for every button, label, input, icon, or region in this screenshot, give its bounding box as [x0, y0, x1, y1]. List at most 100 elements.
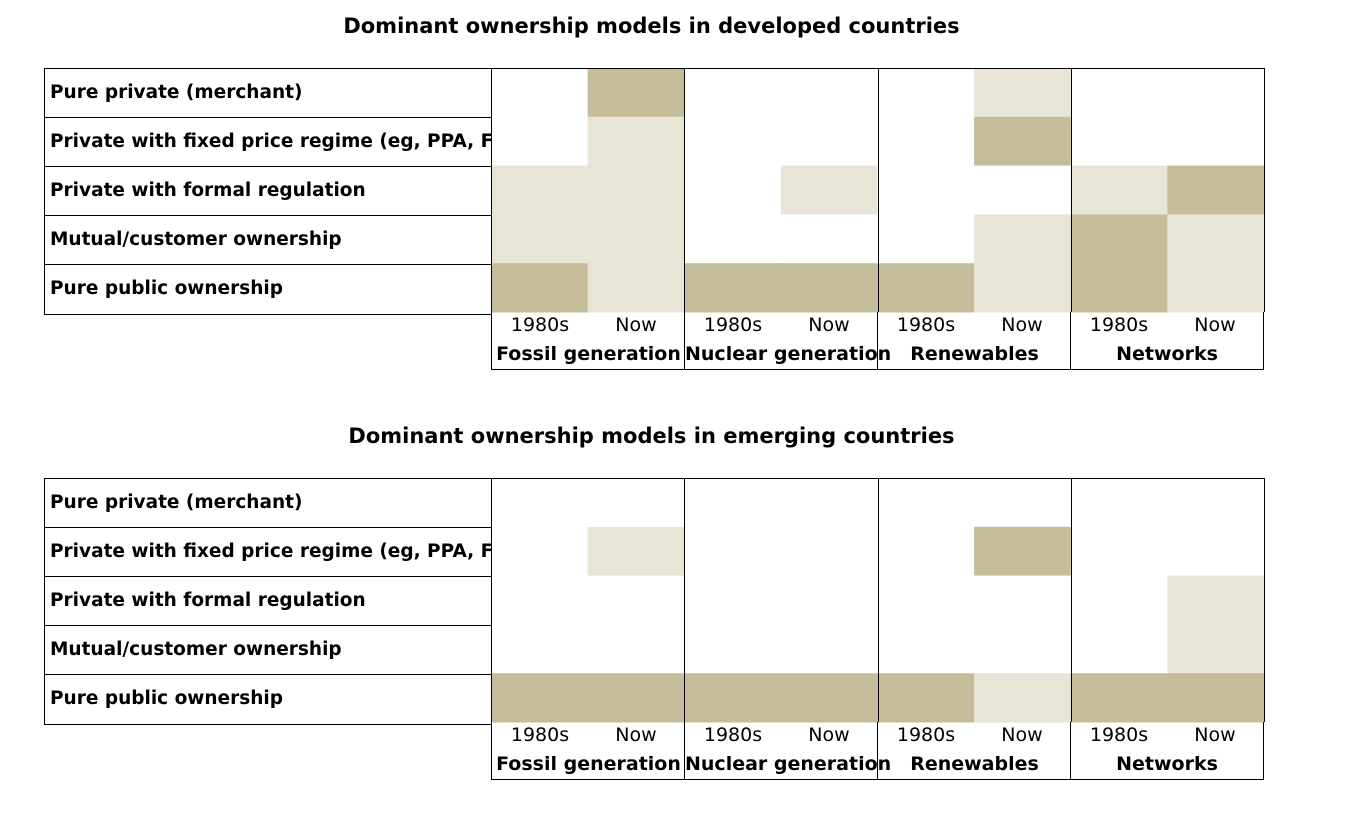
- heatmap-cell: [974, 478, 1072, 528]
- heatmap-cell: [491, 165, 589, 215]
- group-label: Networks: [1116, 753, 1218, 775]
- heatmap-cell: [491, 575, 589, 625]
- heatmap-cell: [587, 214, 685, 264]
- heatmap-cell: [587, 478, 685, 528]
- group-label: Renewables: [910, 753, 1039, 775]
- heatmap-cell: [877, 478, 975, 528]
- group-label: Fossil generation: [496, 343, 681, 365]
- heatmap-cell: [780, 526, 878, 577]
- tick-label: 1980s: [896, 724, 956, 746]
- heatmap-cell: [1167, 575, 1265, 625]
- heatmap-cell: [780, 673, 878, 723]
- heatmap-cell: [974, 68, 1072, 118]
- heatmap-cell: [587, 263, 685, 313]
- tick-label: 1980s: [896, 314, 956, 336]
- heatmap-cell: [974, 673, 1072, 723]
- heatmap-cell: [684, 526, 782, 577]
- tick-label: Now: [615, 314, 657, 336]
- heatmap-cell: [587, 526, 685, 577]
- heatmap-cell: [684, 478, 782, 528]
- heatmap-cell: [684, 68, 782, 118]
- axis-group-nuclear: 1980s Now Nuclear generation: [684, 312, 892, 370]
- heatmap-cell: [1167, 263, 1265, 313]
- heatmap-cell: [1070, 478, 1168, 528]
- heatmap-cell: [587, 673, 685, 723]
- heatmap-grid: [491, 68, 1265, 313]
- heatmap-svg: [491, 478, 1265, 723]
- heatmap-cell: [1167, 68, 1265, 118]
- group-label: Nuclear generation: [685, 343, 892, 365]
- heatmap-cell: [1167, 478, 1265, 528]
- heatmap-cell: [877, 263, 975, 313]
- heatmap-cell: [780, 478, 878, 528]
- heatmap-cell: [780, 214, 878, 264]
- row-label: Mutual/customer ownership: [45, 216, 491, 265]
- heatmap-cell: [1070, 263, 1168, 313]
- heatmap-cell: [1167, 526, 1265, 577]
- tick-label: Now: [808, 724, 850, 746]
- heatmap-cell: [877, 526, 975, 577]
- tick-label: Now: [615, 724, 657, 746]
- chart-title: Dominant ownership models in emerging co…: [348, 424, 955, 448]
- heatmap-cell: [780, 624, 878, 674]
- axis-group-fossil: 1980s Now Fossil generation: [491, 722, 685, 780]
- heatmap-cell: [491, 263, 589, 313]
- group-label: Renewables: [910, 343, 1039, 365]
- heatmap-cell: [974, 116, 1072, 167]
- heatmap-cell: [780, 165, 878, 215]
- heatmap-cell: [1167, 214, 1265, 264]
- column-axis: 1980s Now Fossil generation 1980s Now Nu…: [491, 312, 1264, 370]
- axis-group-renewables: 1980s Now Renewables: [877, 312, 1071, 370]
- heatmap-cell: [491, 624, 589, 674]
- heatmap-cell: [974, 624, 1072, 674]
- heatmap-cell: [1070, 116, 1168, 167]
- heatmap-cell: [684, 673, 782, 723]
- heatmap-cell: [1070, 165, 1168, 215]
- group-label: Networks: [1116, 343, 1218, 365]
- tick-label: 1980s: [703, 314, 763, 336]
- heatmap-cell: [684, 624, 782, 674]
- column-axis: 1980s Now Fossil generation 1980s Now Nu…: [491, 722, 1264, 780]
- heatmap-cell: [780, 116, 878, 167]
- axis-group-renewables: 1980s Now Renewables: [877, 722, 1071, 780]
- row-label: Mutual/customer ownership: [45, 626, 491, 675]
- tick-label: 1980s: [510, 724, 570, 746]
- heatmap-cell: [491, 214, 589, 264]
- row-label: Private with fixed price regime (eg, PPA…: [45, 528, 521, 577]
- heatmap-cell: [877, 214, 975, 264]
- heatmap-cell: [1070, 214, 1168, 264]
- heatmap-cell: [491, 116, 589, 167]
- heatmap-cell: [587, 116, 685, 167]
- heatmap-cell: [974, 263, 1072, 313]
- heatmap-cell: [1070, 673, 1168, 723]
- heatmap-cell: [587, 68, 685, 118]
- heatmap-cell: [877, 673, 975, 723]
- heatmap-cell: [877, 68, 975, 118]
- heatmap-cell: [974, 165, 1072, 215]
- tick-label: Now: [1001, 314, 1043, 336]
- heatmap-cell: [1070, 575, 1168, 625]
- heatmap-cell: [780, 575, 878, 625]
- heatmap-cell: [587, 165, 685, 215]
- axis-group-networks: 1980s Now Networks: [1070, 312, 1264, 370]
- group-label: Fossil generation: [496, 753, 681, 775]
- row-label: Pure public ownership: [50, 278, 283, 299]
- heatmap-cell: [684, 116, 782, 167]
- row-label: Private with formal regulation: [45, 167, 491, 216]
- row-labels: Pure private (merchant) Private with fix…: [44, 478, 521, 725]
- heatmap-cell: [684, 575, 782, 625]
- tick-label: Now: [808, 314, 850, 336]
- heatmap-cell: [1167, 165, 1265, 215]
- heatmap-cell: [780, 68, 878, 118]
- heatmap-cell: [491, 526, 589, 577]
- heatmap-cell: [491, 478, 589, 528]
- heatmap-cell: [491, 673, 589, 723]
- heatmap-cell: [877, 624, 975, 674]
- heatmap-cell: [877, 165, 975, 215]
- heatmap-cell: [780, 263, 878, 313]
- tick-label: 1980s: [703, 724, 763, 746]
- tick-label: 1980s: [510, 314, 570, 336]
- heatmap-cell: [587, 575, 685, 625]
- heatmap-svg: [491, 68, 1265, 313]
- heatmap-cell: [1167, 116, 1265, 167]
